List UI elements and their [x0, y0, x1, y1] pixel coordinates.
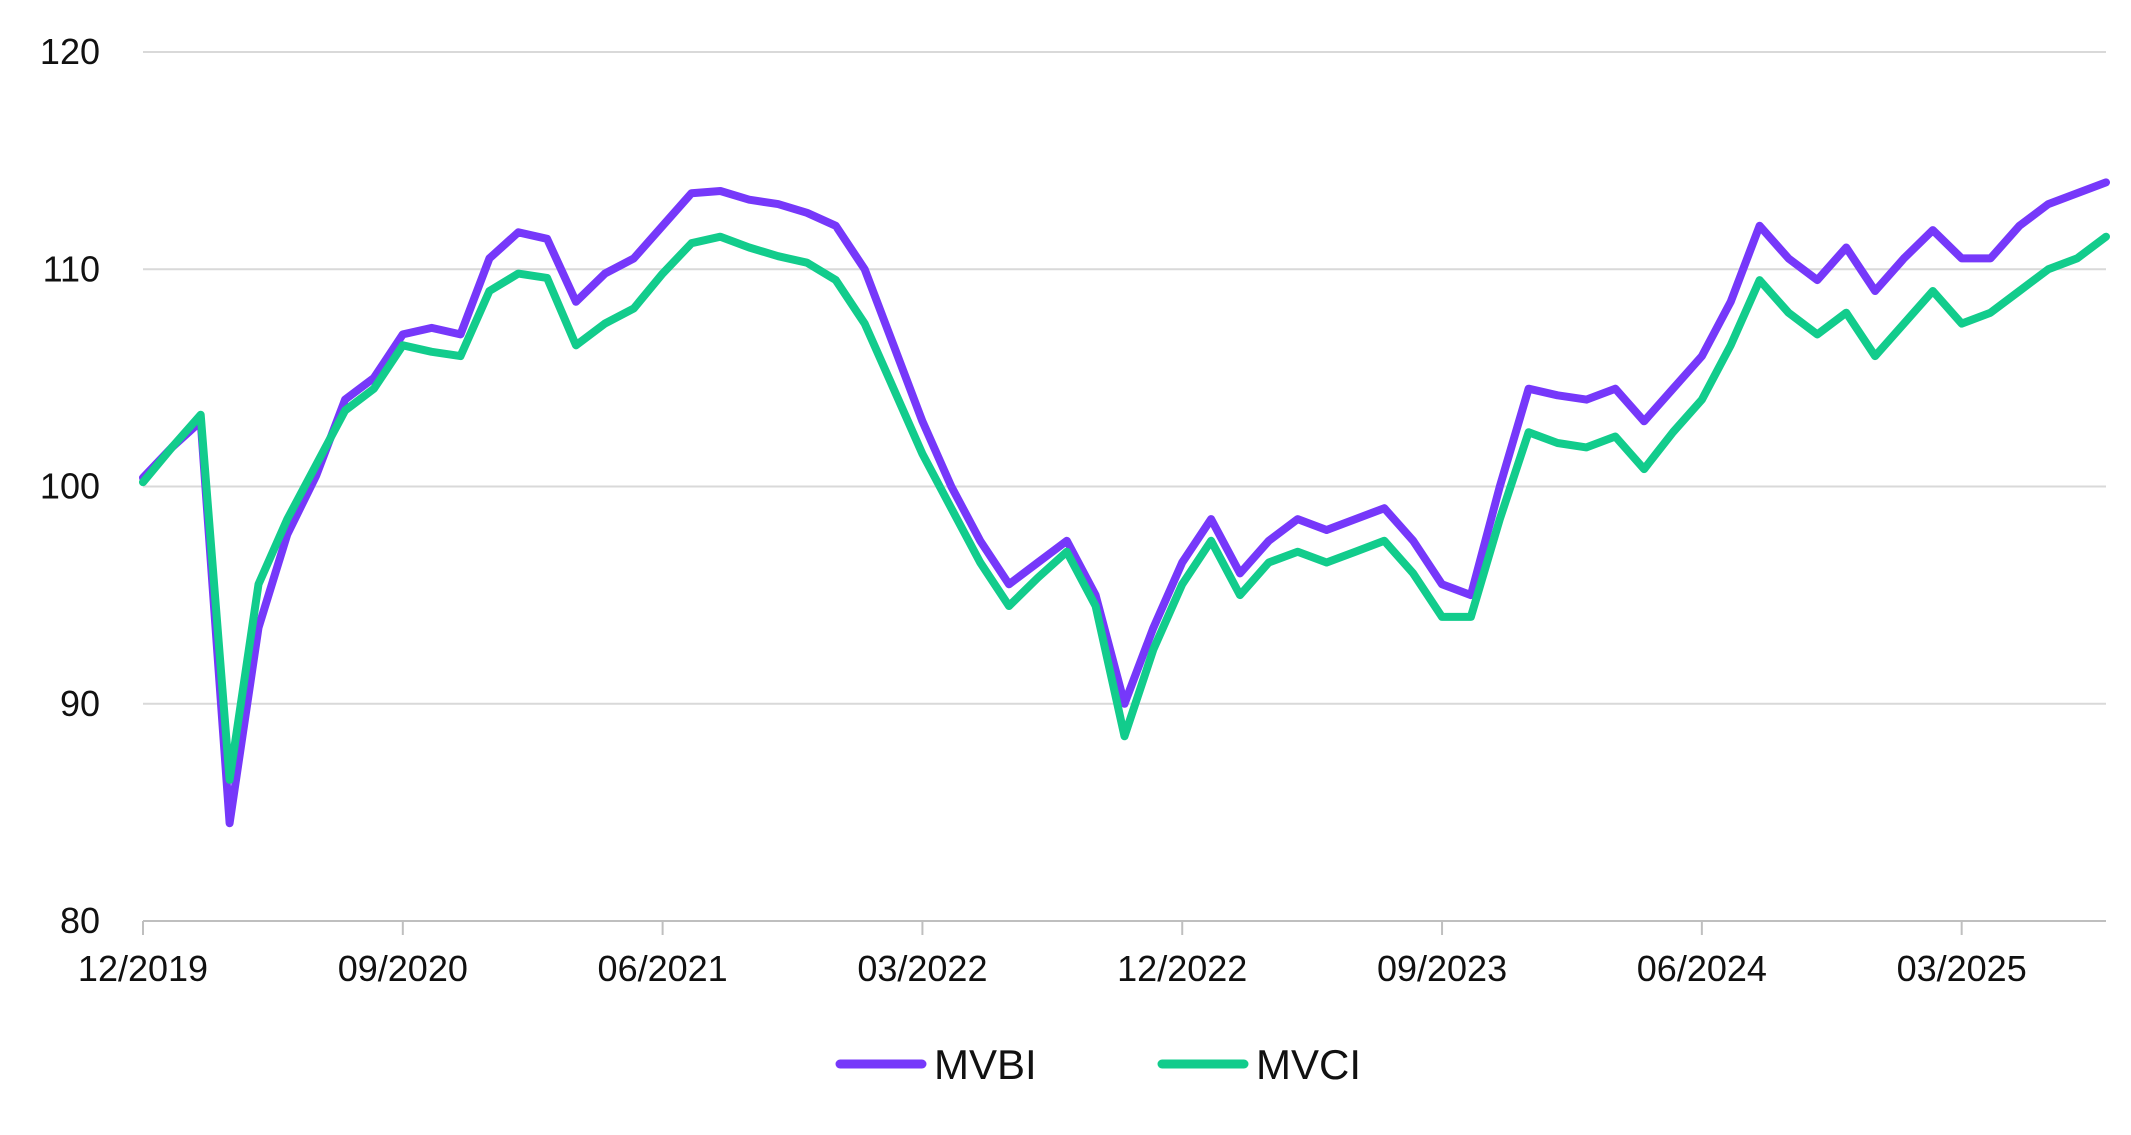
- grid-layer: [143, 51, 2106, 705]
- series-line-mvbi: [139, 178, 2110, 828]
- x-tick-label: 12/2019: [78, 948, 208, 989]
- x-tick-label: 09/2020: [338, 948, 468, 989]
- legend-label: MVCI: [1256, 1041, 1361, 1088]
- x-tick-label: 06/2024: [1637, 948, 1767, 989]
- y-tick-label: 100: [40, 466, 100, 507]
- y-tick-label: 90: [60, 683, 100, 724]
- legend-label: MVBI: [934, 1041, 1037, 1088]
- y-tick-label: 120: [40, 31, 100, 72]
- y-axis-labels: 120 110 100 90 80: [40, 31, 100, 941]
- y-tick-label: 80: [60, 900, 100, 941]
- legend[interactable]: MVBI MVCI: [835, 1041, 1361, 1088]
- x-tick-label: 03/2022: [857, 948, 987, 989]
- x-tick-label: 03/2025: [1897, 948, 2027, 989]
- legend-item-mvci[interactable]: MVCI: [1157, 1041, 1361, 1088]
- x-axis: 12/2019 09/2020 06/2021 03/2022 12/2022 09/20…: [78, 920, 2106, 989]
- x-tick-label: 06/2021: [598, 948, 728, 989]
- legend-item-mvbi[interactable]: MVBI: [835, 1041, 1037, 1088]
- x-tick-label: 09/2023: [1377, 948, 1507, 989]
- x-tick-label: 12/2022: [1117, 948, 1247, 989]
- y-tick-label: 110: [43, 248, 100, 289]
- series-layer: [139, 178, 2110, 828]
- series-line-mvci: [139, 232, 2110, 784]
